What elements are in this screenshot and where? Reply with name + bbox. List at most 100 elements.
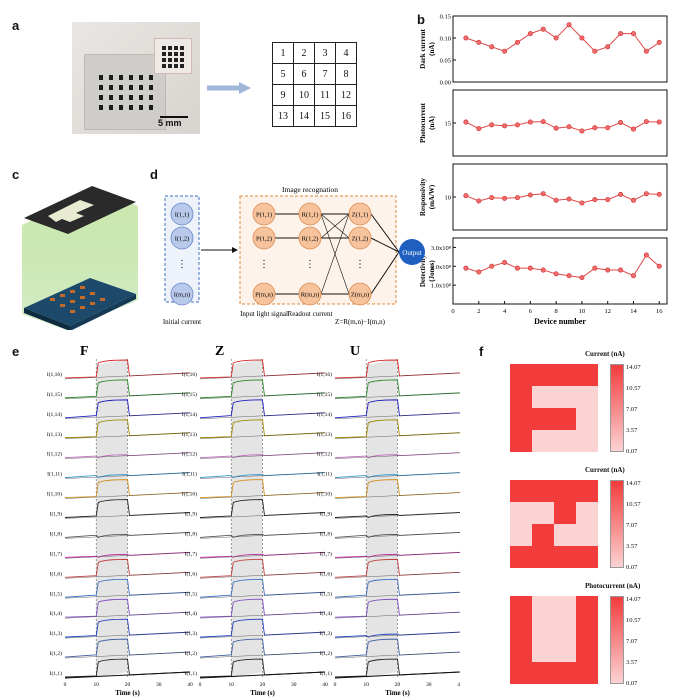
subplot-frame <box>452 89 668 157</box>
data-point <box>605 44 611 50</box>
row-label: I(1,7) <box>185 550 198 557</box>
row-label: I(1,7) <box>320 550 333 557</box>
heatmap-grid <box>510 364 598 452</box>
row-label: I(1,16) <box>317 371 332 378</box>
trace-baseline <box>334 651 460 659</box>
x-tick-label: 10 <box>94 682 100 688</box>
current-time-traces: F I(1,16) I(1,15) I(1,14) I(1,13) I(1,12) I(1,… <box>47 345 460 697</box>
row-label: I(1,4) <box>185 610 198 617</box>
current-trace <box>334 359 460 379</box>
heatmap-cell <box>554 662 576 684</box>
grid-cell: 16 <box>335 105 357 127</box>
current-trace <box>334 631 460 638</box>
series-line <box>465 193 660 204</box>
subplot-frame <box>452 15 668 83</box>
output-node <box>399 239 425 265</box>
current-trace <box>199 638 326 658</box>
x-tick-label: 14 <box>630 308 637 315</box>
data-point <box>592 197 598 203</box>
grid-cell: 6 <box>293 63 315 85</box>
colorbar-tick-label: 14.07 <box>626 480 641 487</box>
trace-baseline <box>334 392 460 400</box>
series-line <box>465 24 660 52</box>
z-node <box>348 202 372 226</box>
row-label: I(1,1) <box>50 670 63 677</box>
data-point <box>540 191 546 197</box>
heatmap-cell <box>554 502 576 524</box>
colorbar-tick-label: 10.57 <box>626 617 641 624</box>
row-label: I(1,3) <box>50 630 63 637</box>
readout-node <box>298 202 322 226</box>
current-trace <box>334 638 460 658</box>
grid-cell: 15 <box>314 105 336 127</box>
trace-baseline <box>334 532 460 539</box>
colorbar-tick-label: 10.57 <box>626 385 641 392</box>
x-tick-label: 4 <box>503 308 507 315</box>
x-axis <box>64 671 191 679</box>
row-label: I(1,11) <box>47 471 62 478</box>
trace-baseline <box>334 572 460 579</box>
heatmap-cell <box>576 502 598 524</box>
current-heatmaps: Current (nA) 14.07 10.57 7.07 3.57 0.07 Curren… <box>470 350 680 700</box>
y-tick-label: 15 <box>445 121 452 128</box>
row-label: I(1,15) <box>182 391 197 398</box>
data-point <box>553 271 559 277</box>
readout-node <box>298 282 322 306</box>
heatmap-cell <box>554 640 576 662</box>
x-tick-label: 0 <box>199 682 202 688</box>
data-point <box>476 39 482 45</box>
data-point <box>514 265 520 271</box>
data-point <box>514 195 520 201</box>
initial-node <box>170 202 194 226</box>
heatmap-cell <box>576 640 598 662</box>
data-point <box>514 122 520 128</box>
illumination-window <box>366 359 398 678</box>
z-node-label: Z(m,n) <box>351 292 369 299</box>
heatmap-cell <box>510 640 532 662</box>
caption-input-light: Input light signal <box>240 310 288 318</box>
grid-cell: 3 <box>314 42 336 64</box>
grid-cell: 2 <box>293 42 315 64</box>
y-axis-label: Photocurrent <box>419 102 427 143</box>
heatmap-cell <box>532 364 554 386</box>
data-point <box>553 125 559 131</box>
edge <box>320 213 350 239</box>
current-trace <box>64 658 191 678</box>
y-tick-label: 0.10 <box>440 36 451 43</box>
data-point <box>656 263 662 269</box>
row-label: I(1,4) <box>320 610 333 617</box>
trace-baseline <box>334 592 460 599</box>
heatmap-cell <box>510 364 532 386</box>
colorbar-tick-label: 3.57 <box>626 659 638 666</box>
row-label: I(1,9) <box>50 511 63 518</box>
row-label: I(1,8) <box>185 530 198 537</box>
x-axis-label: Device number <box>534 317 586 326</box>
current-trace <box>199 452 326 459</box>
row-label: I(1,6) <box>320 570 333 577</box>
device-3d-illustration <box>22 186 138 330</box>
grid-cell: 9 <box>272 84 294 106</box>
y-tick-label: 0.15 <box>440 14 451 21</box>
colorbar-tick-label: 0.07 <box>626 564 638 571</box>
colorbar-tick-label: 3.57 <box>626 543 638 550</box>
series-line <box>465 254 660 279</box>
light-signal-node <box>252 282 276 306</box>
trace-baseline <box>64 372 191 380</box>
grid-cell: 7 <box>314 63 336 85</box>
row-label: I(1,16) <box>47 371 62 378</box>
grid-cell: 4 <box>335 42 357 64</box>
initial-node-label: I(1,2) <box>175 236 190 243</box>
trace-baseline <box>64 651 191 659</box>
y-tick-label: 2.0x10⁸ <box>431 264 452 271</box>
edge <box>370 251 400 295</box>
y-axis-label: Responsivity <box>419 177 427 216</box>
current-trace <box>199 499 326 518</box>
x-tick-label: 6 <box>529 308 533 315</box>
row-label: I(1,2) <box>50 650 63 657</box>
trace-baseline <box>199 552 326 559</box>
y-tick-label: 1.0x10⁸ <box>431 283 452 290</box>
heatmap-cell <box>576 408 598 430</box>
current-trace <box>334 419 460 439</box>
row-label: I(1,5) <box>320 590 333 597</box>
